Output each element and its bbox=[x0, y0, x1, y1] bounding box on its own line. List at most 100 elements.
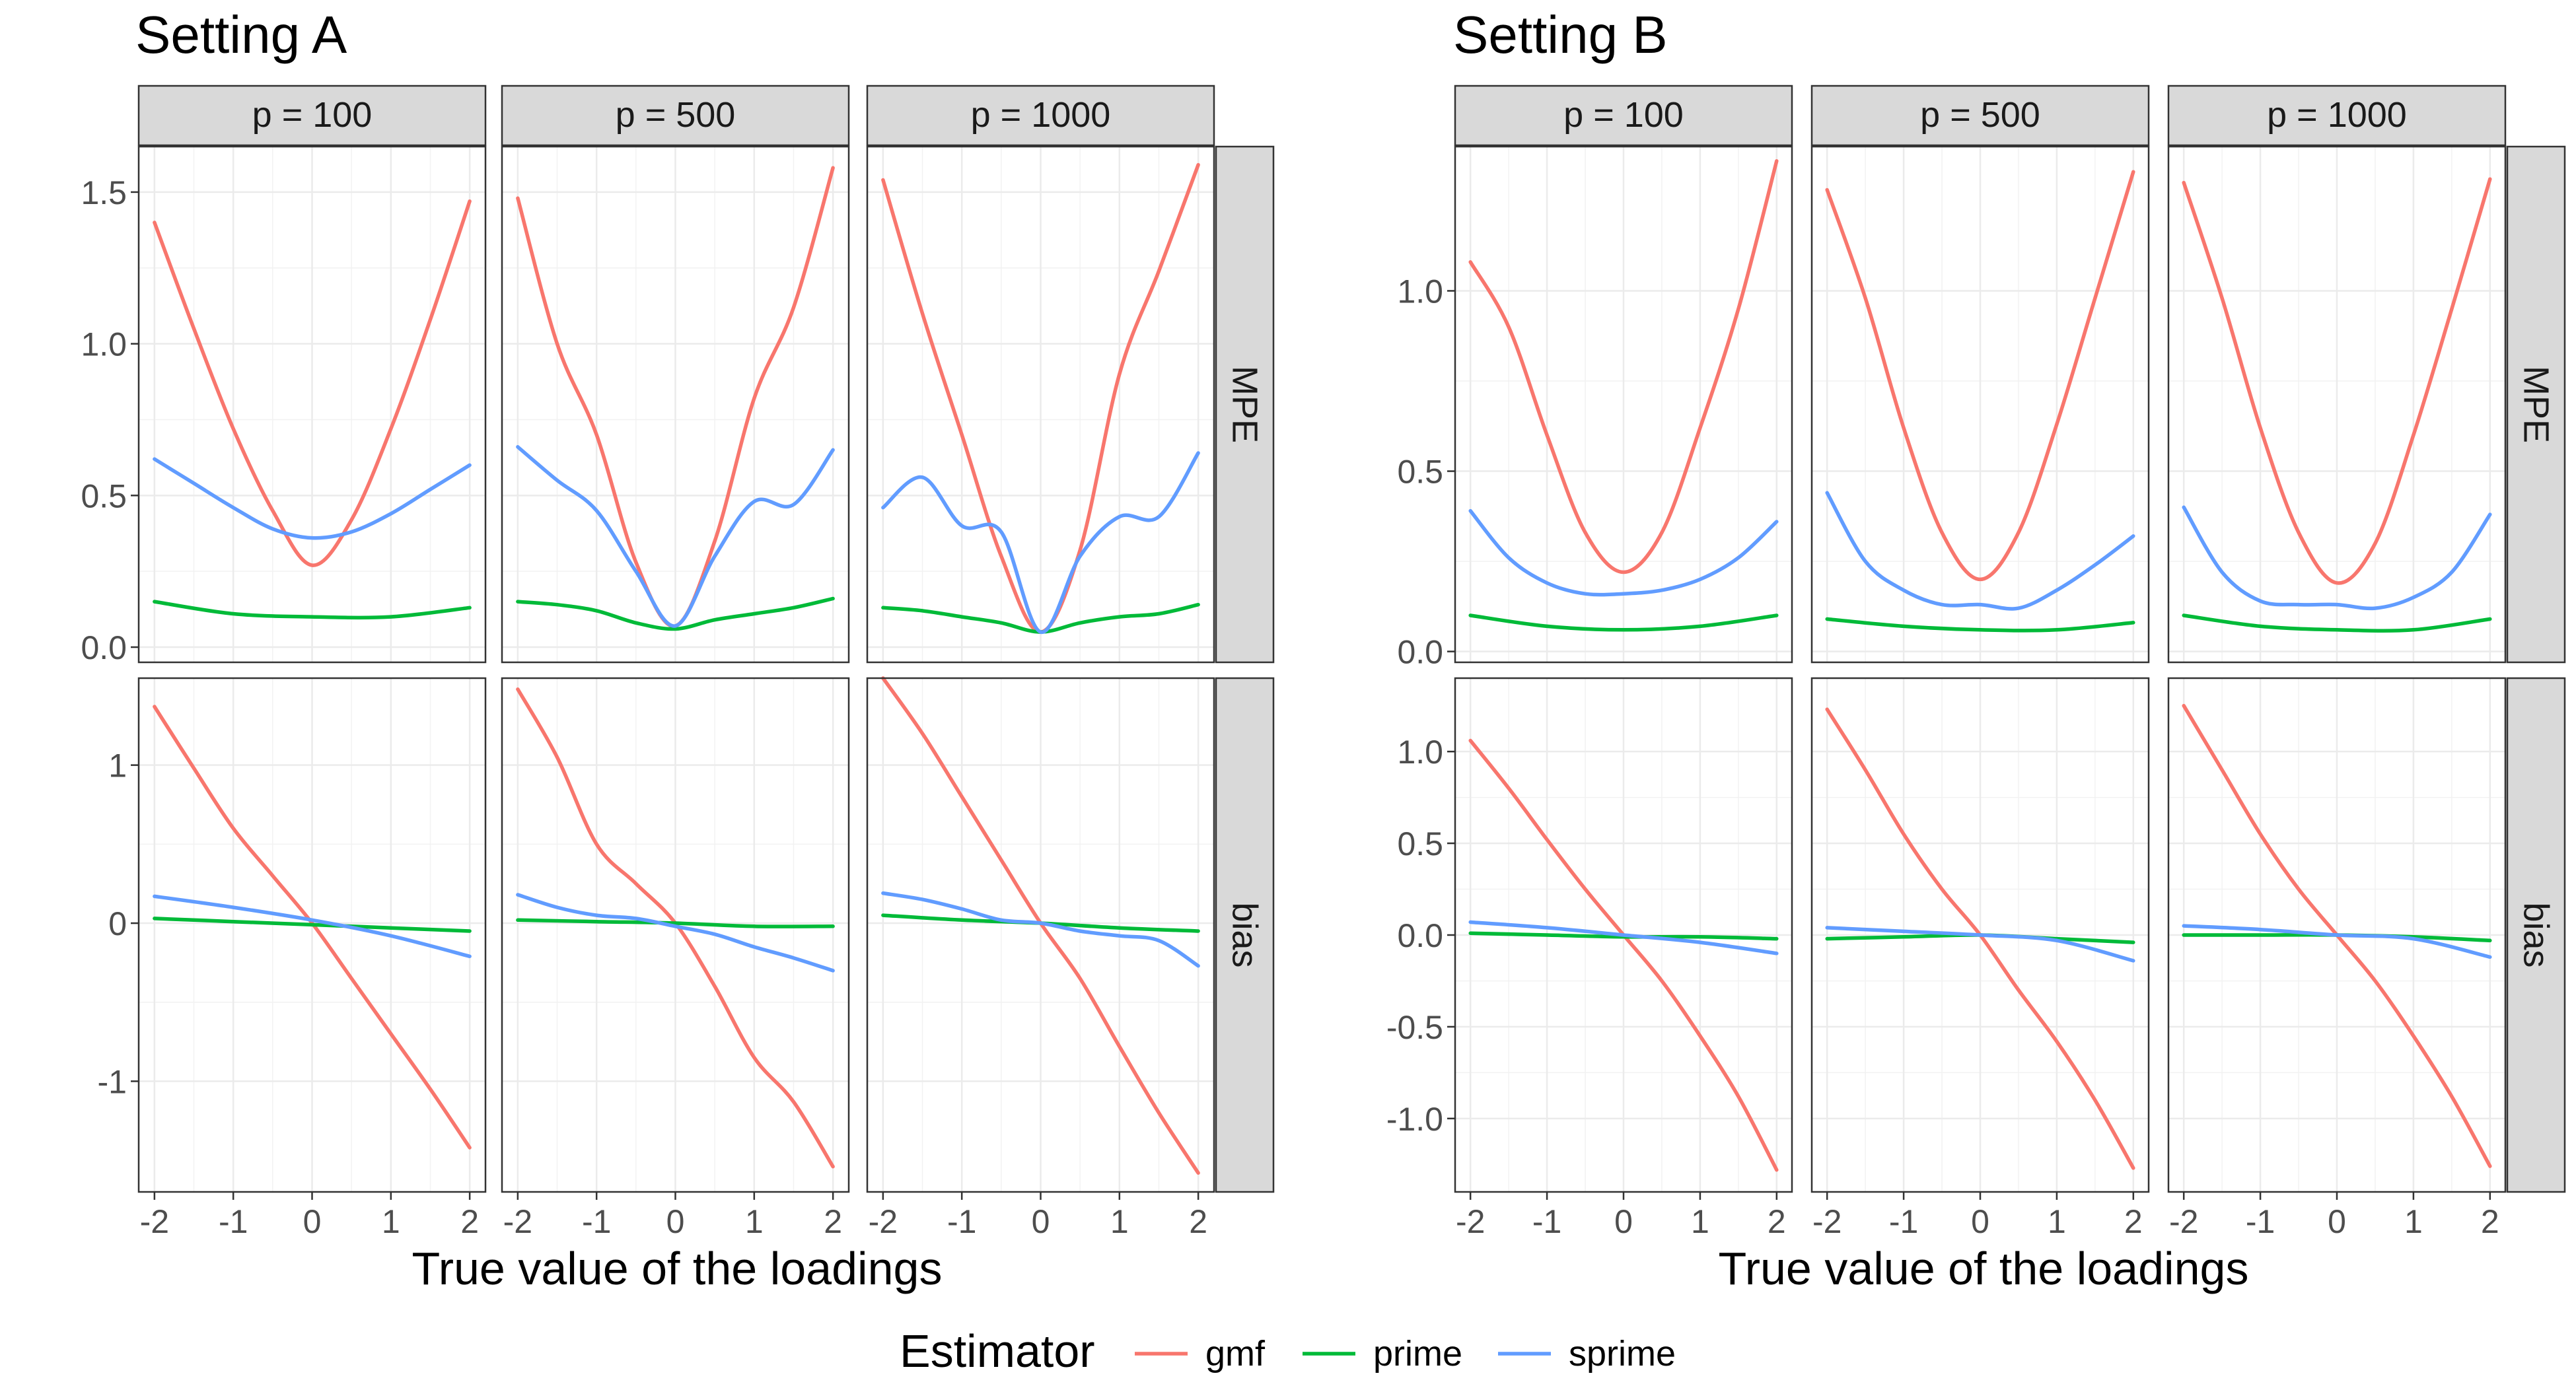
series-line-sprime bbox=[153, 894, 472, 959]
y-tick-label: 0.0 bbox=[81, 629, 127, 666]
x-tick-label: -2 bbox=[140, 1203, 169, 1240]
x-tick-label: -2 bbox=[1812, 1203, 1842, 1240]
x-axis-title: True value of the loadings bbox=[1719, 1243, 2249, 1294]
y-tick-label: 0.5 bbox=[1397, 454, 1443, 491]
series-line-sprime bbox=[2182, 924, 2492, 959]
series-line-prime bbox=[1825, 617, 2135, 633]
panel-border bbox=[1454, 145, 1793, 664]
x-tick-label: -1 bbox=[582, 1203, 611, 1240]
x-tick-label: 1 bbox=[1691, 1203, 1709, 1240]
y-tick-label: -1.0 bbox=[1386, 1101, 1443, 1138]
series-line-gmf bbox=[1825, 170, 2135, 582]
series-line-prime bbox=[153, 917, 472, 933]
facet-strip-column bbox=[1810, 85, 2150, 147]
chart-title: Setting B bbox=[1453, 5, 1668, 64]
x-tick-label: 2 bbox=[824, 1203, 842, 1240]
x-tick-label: -2 bbox=[503, 1203, 532, 1240]
facet-strip-column-label: p = 100 bbox=[252, 95, 373, 135]
x-tick-label: 0 bbox=[2328, 1203, 2346, 1240]
series-line-prime bbox=[1468, 931, 1779, 941]
y-tick-label: 0.5 bbox=[81, 477, 127, 514]
series-line-sprime bbox=[1468, 508, 1779, 597]
y-tick-label: 0.5 bbox=[1397, 825, 1443, 862]
facet-strip-row bbox=[1215, 145, 1275, 664]
facet-strip-column bbox=[501, 85, 850, 147]
y-tick-label: 0.0 bbox=[1397, 634, 1443, 671]
y-tick-label: 0.0 bbox=[1397, 917, 1443, 954]
legend-title: Estimator bbox=[900, 1325, 1095, 1377]
chart-title: Setting A bbox=[135, 5, 347, 64]
facet-strip-row-label: MPE bbox=[1225, 366, 1265, 443]
x-tick-label: 2 bbox=[2481, 1203, 2499, 1240]
facet-strip-column bbox=[137, 85, 487, 147]
facet-strip-row bbox=[2506, 677, 2566, 1193]
series-line-gmf bbox=[1468, 159, 1779, 574]
panel-border bbox=[2167, 145, 2507, 664]
x-tick-label: 1 bbox=[382, 1203, 400, 1240]
y-tick-label: 1.5 bbox=[81, 174, 127, 211]
series-line-sprime bbox=[881, 891, 1200, 968]
x-tick-label: -2 bbox=[869, 1203, 898, 1240]
y-tick-label: -0.5 bbox=[1386, 1009, 1443, 1046]
x-axis-title: True value of the loadings bbox=[412, 1243, 943, 1294]
x-tick-label: 0 bbox=[666, 1203, 685, 1240]
x-tick-label: 0 bbox=[1971, 1203, 1989, 1240]
x-tick-label: -1 bbox=[219, 1203, 248, 1240]
facet-strip-row-label: bias bbox=[2517, 902, 2556, 967]
series-line-prime bbox=[516, 918, 835, 928]
x-tick-label: 2 bbox=[460, 1203, 479, 1240]
x-tick-label: 1 bbox=[1110, 1203, 1129, 1240]
facet-strip-row-label: MPE bbox=[2517, 366, 2556, 443]
series-line-sprime bbox=[153, 457, 472, 540]
series-line-sprime bbox=[516, 445, 835, 628]
series-line-sprime bbox=[1825, 491, 2135, 611]
series-line-gmf bbox=[1468, 738, 1779, 1172]
facet-strip-column bbox=[1454, 85, 1793, 147]
x-tick-label: -2 bbox=[1456, 1203, 1485, 1240]
x-tick-label: 2 bbox=[1768, 1203, 1786, 1240]
series-line-prime bbox=[516, 596, 835, 631]
y-tick-label: 1.0 bbox=[1397, 734, 1443, 771]
x-tick-label: 1 bbox=[2404, 1203, 2423, 1240]
x-tick-label: -1 bbox=[1889, 1203, 1918, 1240]
panel-border bbox=[137, 145, 487, 664]
facet-strip-column-label: p = 1000 bbox=[971, 95, 1111, 135]
facet-strip-column bbox=[866, 85, 1215, 147]
y-tick-label: -1 bbox=[98, 1063, 127, 1100]
y-tick-label: 1.0 bbox=[81, 326, 127, 363]
panel-border bbox=[866, 145, 1215, 664]
series-line-prime bbox=[2182, 613, 2492, 633]
series-line-gmf bbox=[153, 199, 472, 567]
facet-strip-column-label: p = 1000 bbox=[2267, 95, 2407, 135]
x-tick-label: -1 bbox=[947, 1203, 976, 1240]
facet-strip-column-label: p = 100 bbox=[1563, 95, 1684, 135]
series-line-sprime bbox=[516, 893, 835, 973]
facet-strip-column-label: p = 500 bbox=[616, 95, 736, 135]
legend-label: gmf bbox=[1205, 1334, 1266, 1373]
x-tick-label: 2 bbox=[2124, 1203, 2143, 1240]
facet-strip-column-label: p = 500 bbox=[1920, 95, 2040, 135]
x-tick-label: 0 bbox=[1032, 1203, 1050, 1240]
series-line-prime bbox=[153, 600, 472, 620]
x-tick-label: -2 bbox=[2169, 1203, 2198, 1240]
facet-strip-column bbox=[2167, 85, 2507, 147]
y-tick-label: 1 bbox=[108, 747, 127, 784]
x-tick-label: 0 bbox=[1614, 1203, 1633, 1240]
series-line-sprime bbox=[2182, 505, 2492, 611]
y-tick-label: 1.0 bbox=[1397, 273, 1443, 310]
x-tick-label: -1 bbox=[1532, 1203, 1561, 1240]
x-tick-label: 1 bbox=[745, 1203, 764, 1240]
legend-label: sprime bbox=[1569, 1334, 1676, 1373]
panel-border bbox=[501, 145, 850, 664]
series-line-gmf bbox=[2182, 177, 2492, 585]
series-line-prime bbox=[1468, 613, 1779, 632]
series-line-sprime bbox=[1825, 926, 2135, 963]
x-tick-label: 1 bbox=[2048, 1203, 2066, 1240]
panel-border bbox=[1810, 145, 2150, 664]
y-tick-label: 0 bbox=[108, 905, 127, 942]
x-tick-label: 0 bbox=[303, 1203, 322, 1240]
x-tick-label: -1 bbox=[2246, 1203, 2275, 1240]
series-line-sprime bbox=[1468, 920, 1779, 956]
